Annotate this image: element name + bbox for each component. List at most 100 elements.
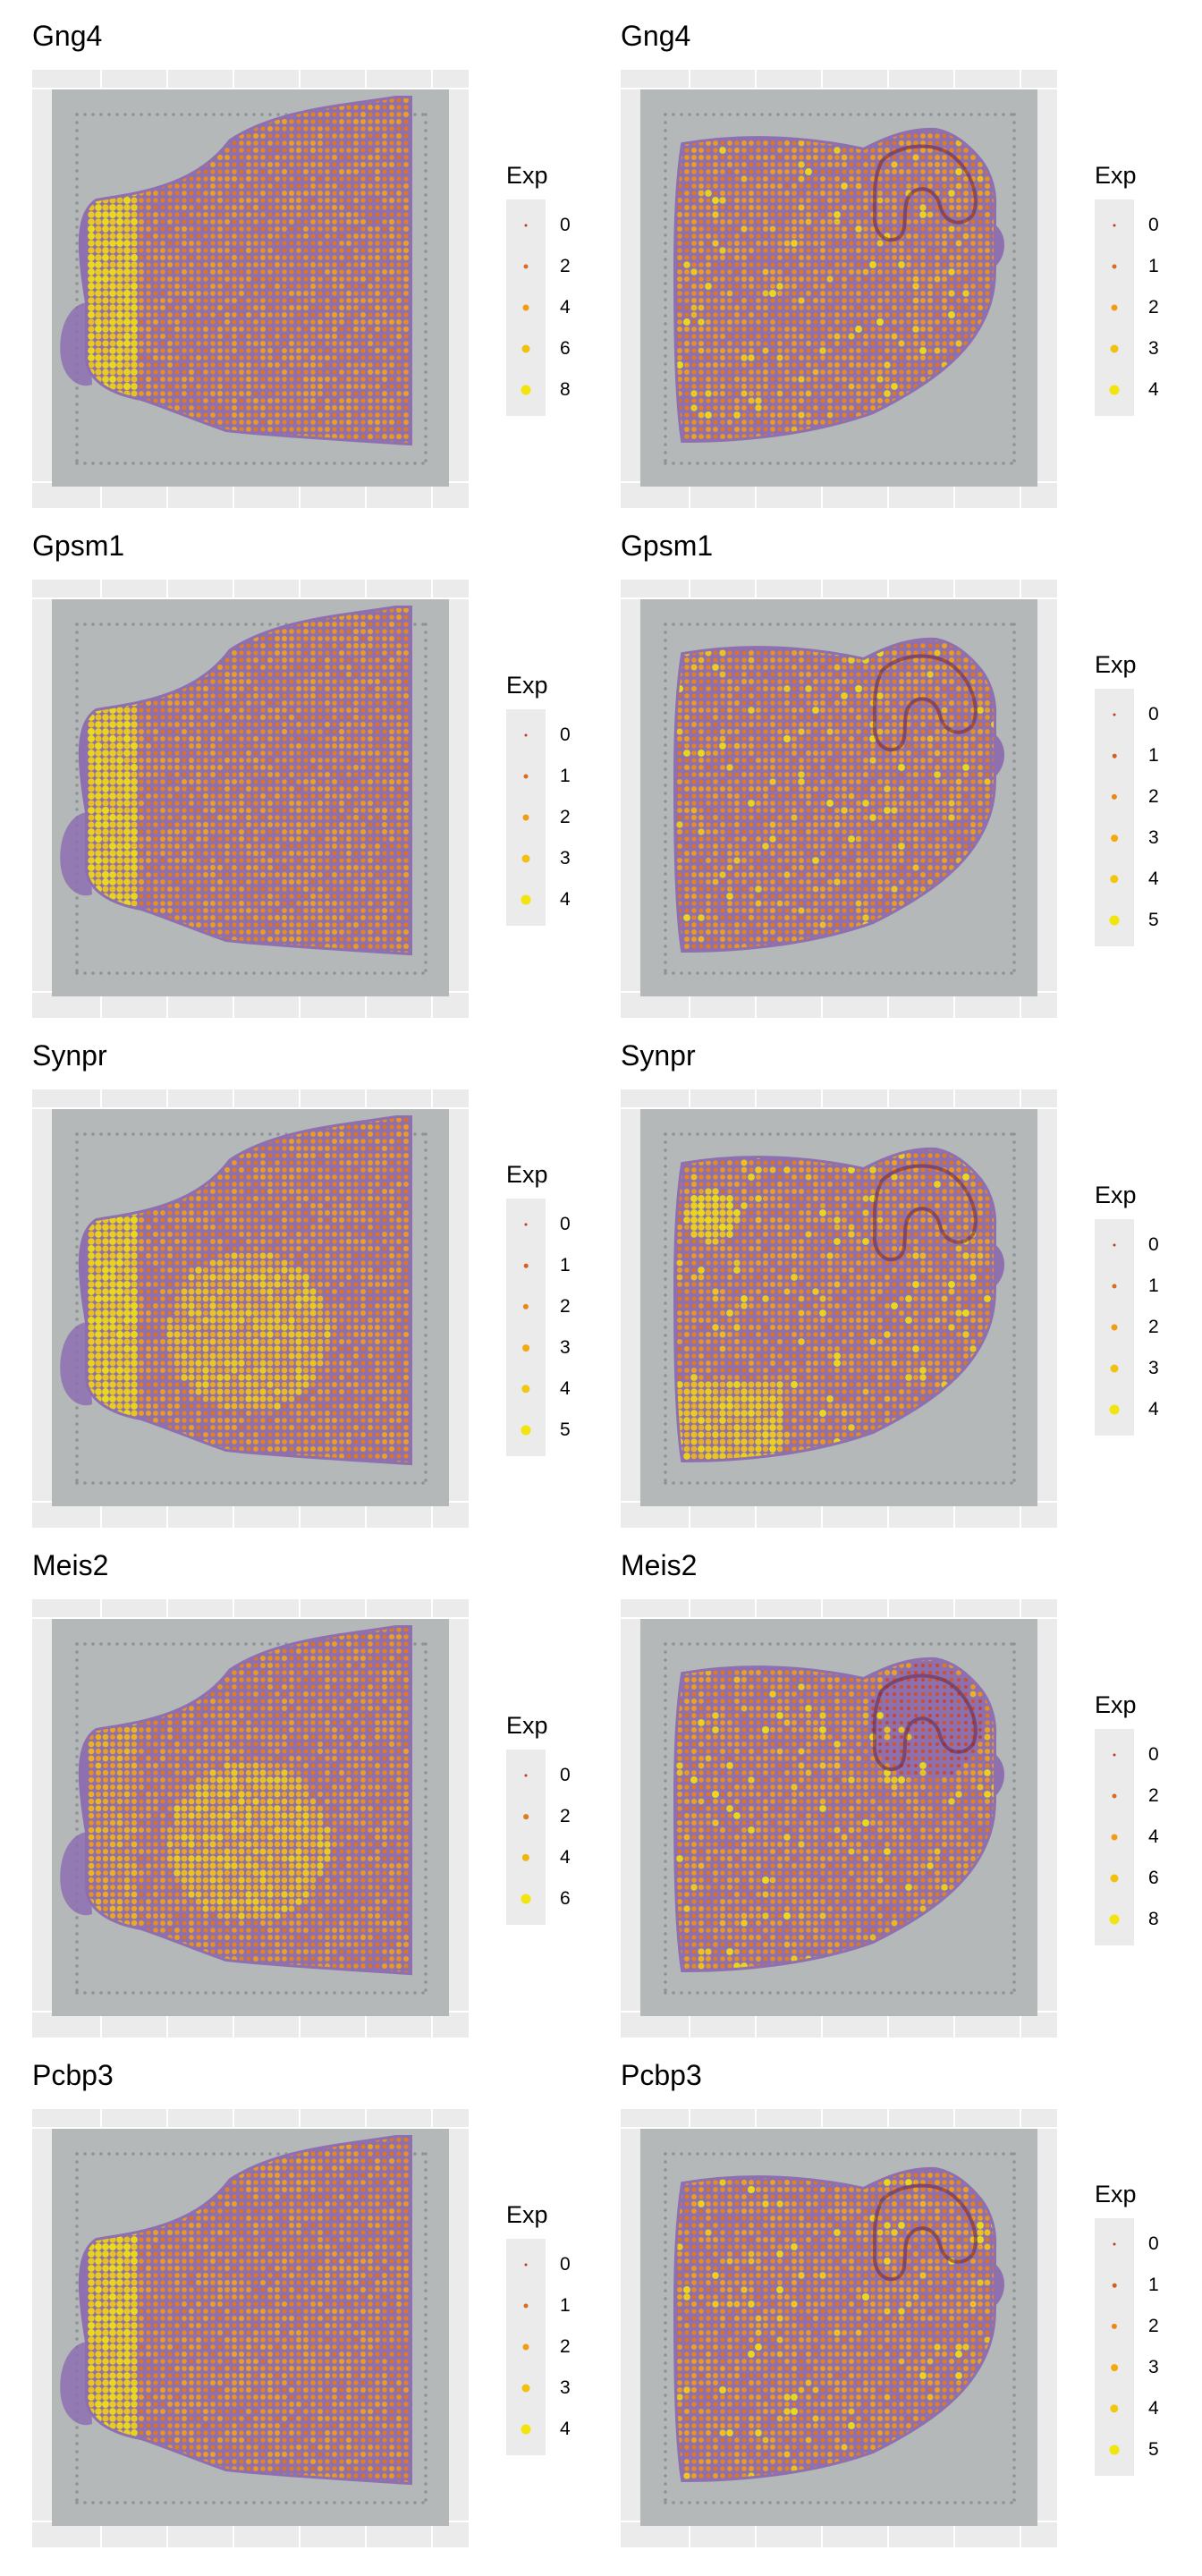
legend: Exp 0 1 2 3 4 [1095, 1182, 1175, 1436]
gridline [32, 1617, 469, 1619]
tissue-slide-image [640, 89, 1037, 487]
legend-title: Exp [506, 1712, 587, 1739]
tissue-bulb-edge [60, 2342, 92, 2426]
tissue-edge [994, 2263, 1005, 2308]
legend: Exp 0 2 4 6 [506, 1712, 587, 1925]
legend-label: 0 [1148, 215, 1159, 236]
legend-entry: 0 [1095, 205, 1159, 246]
plot-area [32, 1089, 469, 1528]
legend-swatch [1111, 1834, 1118, 1841]
legend-label: 2 [1148, 297, 1159, 318]
gridline [621, 88, 1057, 89]
legend-entry: 4 [506, 879, 571, 920]
legend-label: 2 [560, 1806, 571, 1827]
legend-label: 4 [560, 297, 571, 318]
legend: Exp 0 1 2 3 4 5 [1095, 651, 1175, 946]
panel-synpr-posterior: Synpr Exp 0 1 2 3 4 [588, 1020, 1170, 1528]
tissue-bulb-edge [60, 1832, 92, 1916]
legend-swatch [522, 304, 529, 311]
legend-keys: 0 2 4 6 8 [1095, 1729, 1159, 1945]
legend-swatch [1110, 2404, 1119, 2413]
legend-swatch [521, 894, 531, 905]
legend-label: 0 [1148, 2233, 1159, 2255]
legend-entry: 3 [506, 838, 571, 879]
legend-entry: 6 [506, 1878, 571, 1919]
legend-swatch [1109, 915, 1120, 926]
legend-title: Exp [506, 2201, 587, 2228]
legend-swatch [1112, 1284, 1117, 1289]
legend-swatch [522, 1344, 529, 1352]
legend-label: 2 [1148, 786, 1159, 808]
panel-gng4-anterior: Gng4 Exp 0 2 4 6 8 [0, 0, 581, 508]
legend-entry: 4 [506, 287, 571, 328]
panel-pcbp3-anterior: Pcbp3 Exp 0 1 2 3 4 [0, 2039, 581, 2547]
panel-title: Meis2 [621, 1549, 697, 1581]
legend-label: 0 [1148, 704, 1159, 725]
legend-swatch [1112, 2283, 1117, 2288]
legend-swatch [1113, 713, 1116, 716]
plot-area [621, 70, 1057, 508]
plot-area [32, 1599, 469, 2038]
legend-swatch [521, 1894, 531, 1904]
legend-swatch [1109, 385, 1120, 395]
legend-entry: 4 [1095, 1389, 1159, 1430]
legend-swatch [521, 344, 530, 353]
legend-swatch [521, 2424, 531, 2435]
legend-label: 4 [1148, 869, 1159, 890]
legend-label: 1 [1148, 256, 1159, 277]
legend-entry: 2 [1095, 287, 1159, 328]
legend-label: 5 [1148, 2439, 1159, 2461]
legend-label: 8 [1148, 1909, 1159, 1930]
legend-entry: 0 [506, 1755, 571, 1796]
legend-entry: 0 [506, 2244, 571, 2285]
legend-label: 2 [1148, 2316, 1159, 2337]
legend-entry: 2 [506, 2326, 571, 2368]
legend-swatch [1111, 304, 1118, 311]
legend-swatch [1111, 2364, 1118, 2371]
expression-spots [676, 1149, 995, 1460]
legend-entry: 2 [506, 797, 571, 838]
gridline [32, 597, 469, 599]
legend-entry: 1 [1095, 2265, 1159, 2306]
panel-gng4-posterior: Gng4 Exp 0 1 2 3 4 [588, 0, 1170, 508]
cerebellum-outline [872, 654, 978, 752]
legend-label: 4 [560, 1378, 571, 1400]
legend: Exp 0 1 2 3 4 [1095, 162, 1175, 416]
legend-keys: 0 1 2 3 4 5 [506, 1199, 571, 1456]
plot-area [32, 580, 469, 1018]
fiducial-frame [664, 623, 1016, 975]
tissue-bulb-edge [60, 302, 92, 386]
legend-swatch [1111, 835, 1118, 842]
legend-swatch [523, 2303, 529, 2309]
tissue-slide-image [52, 599, 449, 996]
legend-entry: 4 [1095, 369, 1159, 411]
legend-swatch [1113, 1753, 1116, 1757]
panel-title: Gng4 [621, 20, 690, 52]
legend-swatch [521, 1425, 531, 1436]
legend-label: 0 [560, 1214, 571, 1235]
legend-label: 3 [1148, 2357, 1159, 2378]
tissue-slide-image [52, 89, 449, 487]
tissue-edge [994, 1753, 1005, 1798]
panel-pcbp3-posterior: Pcbp3 Exp 0 1 2 3 4 5 [588, 2039, 1170, 2547]
legend: Exp 0 1 2 3 4 [506, 672, 587, 926]
legend-entry: 2 [1095, 1775, 1159, 1817]
fiducial-frame [664, 1132, 1016, 1485]
legend-swatch [1109, 1404, 1120, 1415]
panel-title: Synpr [621, 1039, 696, 1072]
cerebellum-outline [872, 1164, 978, 1262]
legend-swatch [1113, 2242, 1116, 2246]
legend-entry: 4 [506, 1837, 571, 1878]
legend-label: 8 [560, 379, 571, 401]
legend: Exp 0 2 4 6 8 [506, 162, 587, 416]
legend-label: 2 [560, 2336, 571, 2358]
legend-entry: 2 [506, 1796, 571, 1837]
legend-label: 5 [560, 1419, 571, 1441]
panel-meis2-anterior: Meis2 Exp 0 2 4 6 [0, 1530, 581, 2038]
legend-label: 1 [1148, 1275, 1159, 1297]
legend-entry: 3 [1095, 2347, 1159, 2388]
legend-swatch [1113, 224, 1116, 227]
panel-title: Gng4 [32, 20, 102, 52]
legend-entry: 0 [1095, 1224, 1159, 1266]
